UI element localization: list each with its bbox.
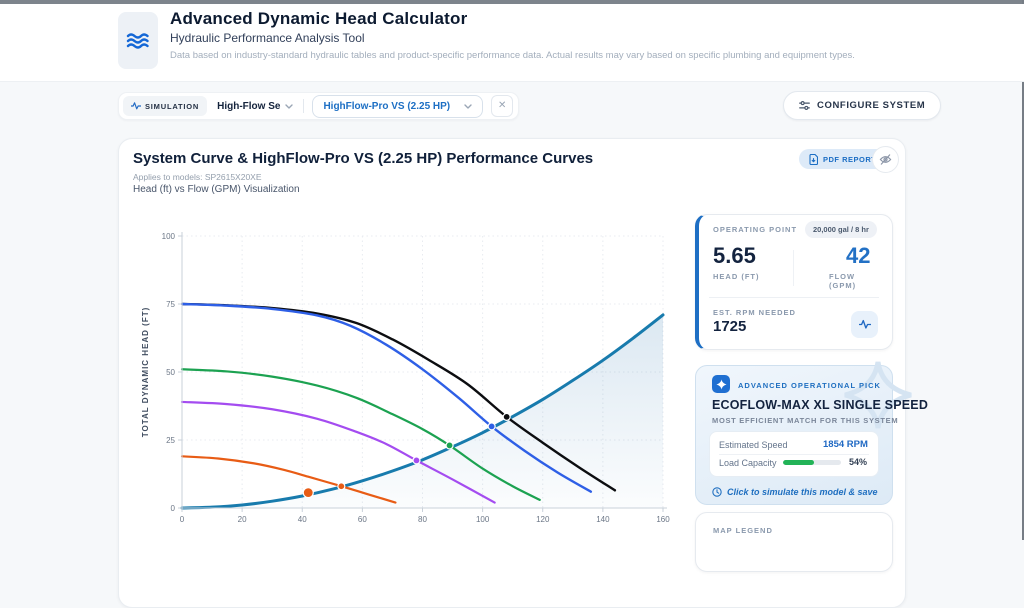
simulation-controls: SIMULATION High-Flow Se HighFlow-Pro VS … — [118, 92, 520, 120]
pdf-report-label: PDF REPORT — [823, 154, 877, 164]
estimated-speed-label: Estimated Speed — [719, 440, 788, 450]
simulate-model-link[interactable]: Click to simulate this model & save — [712, 487, 878, 497]
operating-point-label: OPERATING POINT — [713, 225, 798, 234]
pump-model-select[interactable]: HighFlow-Pro VS (2.25 HP) — [312, 94, 484, 118]
x-tick-label: 160 — [656, 515, 670, 524]
activity-icon — [131, 102, 141, 110]
page-title: Advanced Dynamic Head Calculator — [170, 9, 468, 28]
recommendation-badge: ADVANCED OPERATIONAL PICK — [738, 381, 881, 390]
chevron-down-icon — [285, 103, 294, 109]
system-curve-area — [182, 314, 663, 508]
close-icon: ✕ — [497, 100, 507, 111]
clock-icon — [712, 487, 722, 497]
pump-curve-green — [180, 368, 541, 501]
toggle-visibility-button[interactable] — [872, 146, 899, 173]
map-legend-title: MAP LEGEND — [713, 526, 773, 535]
y-tick-label: 100 — [162, 232, 176, 241]
y-tick-label: 50 — [166, 368, 175, 377]
recommendation-title: ECOFLOW-MAX XL SINGLE SPEED — [712, 398, 929, 412]
sparkle-watermark-icon — [844, 361, 912, 429]
op-card-divider — [793, 250, 794, 286]
intersect-blue — [487, 422, 496, 431]
pump-curve-orange — [180, 455, 397, 504]
flow-label: FLOW (GPM) — [829, 272, 857, 290]
recommendation-subtitle: MOST EFFICIENT MATCH FOR THIS SYSTEM — [712, 416, 899, 425]
pump-model-value: HighFlow-Pro VS (2.25 HP) — [323, 100, 451, 112]
preset-select-value: High-Flow Se — [217, 100, 281, 112]
file-download-icon — [809, 153, 818, 165]
stats-row-divider — [719, 454, 869, 455]
load-capacity-label: Load Capacity — [719, 458, 777, 468]
estimated-speed-value: 1854 RPM — [823, 439, 868, 450]
configure-system-label: CONFIGURE SYSTEM — [817, 100, 926, 111]
y-axis-title: TOTAL DYNAMIC HEAD (FT) — [141, 307, 150, 438]
load-capacity-value: 54% — [849, 457, 868, 467]
intersect-orange — [337, 482, 346, 491]
simulate-model-label: Click to simulate this model & save — [727, 487, 878, 497]
intersect-green — [445, 441, 454, 450]
activity-icon — [858, 319, 871, 329]
x-tick-label: 100 — [476, 515, 490, 524]
operating-point — [302, 487, 314, 499]
rpm-value: 1725 — [713, 318, 747, 335]
eye-off-icon — [879, 154, 892, 165]
x-tick-label: 40 — [298, 515, 307, 524]
performance-chart[interactable]: 0 25 50 75 100 0 20 40 60 80 100 120 140 160 TOTAL DYN… — [133, 225, 698, 540]
rpm-label: EST. RPM NEEDED — [713, 308, 796, 317]
x-tick-label: 20 — [238, 515, 247, 524]
pdf-report-button[interactable]: PDF REPORT — [799, 149, 887, 169]
map-legend-card — [695, 512, 893, 572]
app-header — [0, 4, 1024, 82]
x-tick-label: 0 — [180, 515, 185, 524]
chart-subtitle: Head (ft) vs Flow (GPM) Visualization — [133, 184, 300, 195]
simulation-mode-badge: SIMULATION — [123, 96, 208, 116]
waves-icon — [126, 32, 149, 49]
sparkle-icon — [715, 378, 727, 390]
x-tick-label: 120 — [536, 515, 550, 524]
y-tick-label: 0 — [171, 504, 176, 513]
x-tick-label: 140 — [596, 515, 610, 524]
y-tick-label: 25 — [166, 436, 175, 445]
recommendation-icon-box — [712, 375, 730, 393]
window-right-edge — [1022, 0, 1024, 540]
disclaimer-text: Data based on industry-standard hydrauli… — [170, 50, 855, 61]
sliders-icon — [799, 101, 810, 110]
simulation-mode-label: SIMULATION — [145, 101, 200, 111]
configure-system-button[interactable]: CONFIGURE SYSTEM — [783, 91, 942, 120]
load-capacity-bar-fill — [783, 460, 815, 465]
flow-value: 42 — [846, 243, 871, 268]
head-label: HEAD (FT) — [713, 272, 760, 281]
rpm-icon-box — [851, 311, 878, 338]
chevron-down-icon — [464, 103, 472, 109]
head-value: 5.65 — [713, 243, 756, 268]
app-logo — [118, 12, 158, 69]
pump-curve-purple — [180, 400, 496, 504]
chart-models-note: Applies to models: SP2615X20XE — [133, 172, 262, 182]
y-tick-label: 75 — [166, 300, 175, 309]
window-top-edge — [0, 0, 1024, 4]
close-button[interactable]: ✕ — [491, 95, 514, 117]
pump-curve-blue — [180, 302, 593, 493]
load-capacity-bar — [783, 460, 841, 465]
volume-badge: 20,000 gal / 8 hr — [805, 221, 877, 238]
x-tick-label: 80 — [418, 515, 427, 524]
preset-select[interactable]: High-Flow Se — [215, 101, 295, 112]
x-tick-label: 60 — [358, 515, 367, 524]
op-card-divider — [709, 297, 879, 298]
intersect-black — [502, 412, 511, 421]
chart-title: System Curve & HighFlow-Pro VS (2.25 HP)… — [133, 150, 594, 167]
page-subtitle: Hydraulic Performance Analysis Tool — [170, 31, 365, 45]
intersect-purple — [412, 456, 421, 465]
system-curve — [180, 313, 665, 510]
toolbar-divider — [303, 99, 305, 113]
